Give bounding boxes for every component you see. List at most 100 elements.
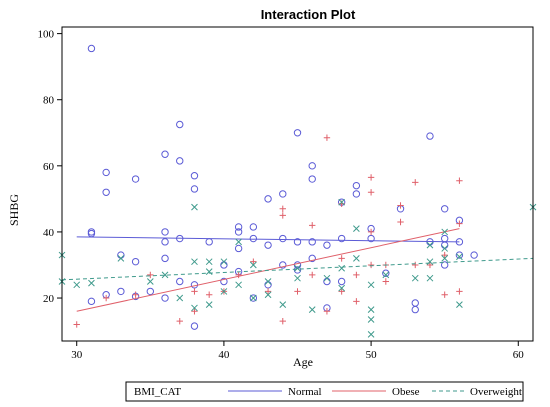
series-normal [76,44,478,330]
point-overweight [264,291,272,299]
point-normal [102,168,110,177]
x-tick-label: 30 [71,349,83,361]
point-normal [293,129,302,137]
point-obese [279,317,286,325]
point-obese [456,288,463,295]
legend-box [125,381,524,402]
point-overweight [338,264,346,272]
point-overweight [264,278,272,285]
point-normal [264,195,272,203]
point-overweight [353,255,360,262]
point-obese [412,261,419,269]
point-obese [132,291,139,298]
point-overweight [353,225,360,232]
x-tick-label: 40 [218,349,230,361]
point-overweight [205,301,213,308]
point-obese [279,212,286,219]
point-obese [353,271,360,279]
point-obese [441,291,448,298]
legend-title: BMI_CAT [134,386,181,398]
point-overweight [382,271,390,279]
point-obese [294,288,301,295]
point-overweight [191,258,198,266]
point-normal [293,238,302,246]
point-normal [308,254,316,263]
point-obese [367,174,375,181]
point-normal [352,190,361,198]
y-tick-label: 40 [43,227,55,239]
point-normal [293,266,302,274]
point-overweight [220,258,228,266]
point-overweight [441,228,449,236]
point-obese [367,228,375,236]
point-overweight [205,258,213,266]
point-overweight [456,253,463,261]
fit-line-overweight [61,257,534,281]
point-obese [264,288,272,295]
x-axis-label: Age [293,355,313,369]
point-normal [308,162,316,170]
point-overweight [367,306,375,313]
point-overweight [191,203,198,211]
point-overweight [220,288,228,295]
point-obese [176,317,183,325]
point-overweight [279,301,287,308]
plot-area [58,44,537,338]
point-normal [190,172,199,180]
point-overweight [367,281,375,289]
point-normal [176,277,184,286]
point-normal [234,228,243,236]
point-normal [337,234,346,243]
x-tick-label: 50 [366,349,378,361]
point-obese [412,179,419,186]
legend-label-normal: Normal [288,386,322,398]
point-obese [397,202,404,209]
point-normal [220,277,228,286]
point-overweight [323,274,331,282]
point-obese [338,288,345,295]
point-overweight [308,306,316,313]
point-overweight [367,316,375,323]
point-obese [205,291,213,298]
point-obese [235,271,242,279]
point-obese [73,321,80,328]
point-overweight [88,279,95,287]
series-obese [73,134,463,328]
point-overweight [161,271,169,279]
point-overweight [294,274,301,282]
point-normal [455,251,464,259]
point-obese [382,278,390,285]
point-normal [161,254,169,263]
point-obese [191,308,198,315]
point-normal [440,261,449,269]
plot-frame [61,26,534,342]
point-normal [382,269,390,277]
point-obese [102,294,110,302]
chart-title: Interaction Plot [261,7,356,22]
point-normal [161,238,169,246]
point-normal [234,223,243,231]
point-normal [411,305,419,314]
point-normal [87,44,96,53]
point-obese [456,220,463,227]
point-normal [176,120,184,129]
point-normal [117,287,125,296]
point-normal [161,294,169,302]
point-obese [250,258,257,265]
point-overweight [73,281,81,289]
y-tick-label: 20 [43,293,55,305]
point-overweight [456,301,463,308]
point-normal [131,257,140,266]
point-obese [367,189,375,196]
point-normal [279,261,287,269]
legend-label-obese: Obese [392,386,420,398]
point-overweight [176,294,184,302]
point-normal [426,132,434,140]
series-overweight [58,198,537,338]
point-obese [323,308,331,315]
point-normal [161,228,169,236]
point-normal [87,297,96,306]
point-normal [264,241,272,249]
point-obese [441,251,448,259]
